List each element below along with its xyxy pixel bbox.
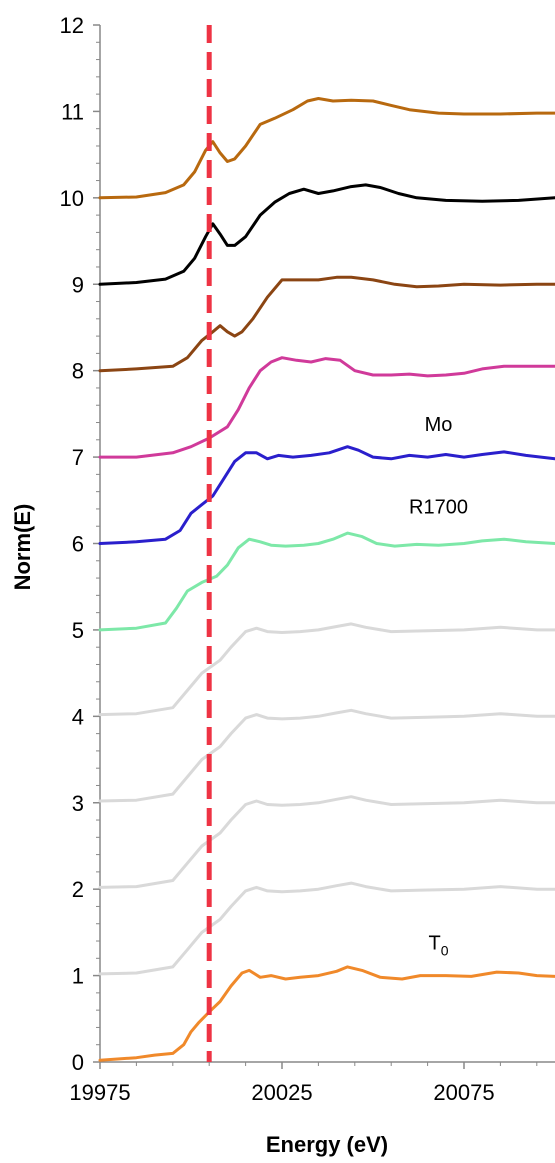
y-tick-label: 10 xyxy=(60,186,84,211)
series-line xyxy=(98,965,555,1062)
y-tick-label: 0 xyxy=(72,1050,84,1075)
y-tick-label: 4 xyxy=(72,704,84,729)
series-line xyxy=(98,881,555,976)
x-tick-label: 20075 xyxy=(433,1080,494,1105)
series-line xyxy=(98,708,555,803)
series-annotation: T0 xyxy=(429,933,449,959)
y-tick-label: 3 xyxy=(72,791,84,816)
series-line xyxy=(98,795,555,889)
y-tick-label: 12 xyxy=(60,13,84,38)
y-tick-label: 7 xyxy=(72,445,84,470)
y-tick-label: 8 xyxy=(72,359,84,384)
series-annotation: R1700 xyxy=(409,496,468,518)
series-line xyxy=(98,97,555,200)
x-axis-title: Energy (eV) xyxy=(266,1132,388,1157)
series-line xyxy=(98,356,555,459)
y-tick-label: 5 xyxy=(72,618,84,643)
annotations: Mo R1700 T0 xyxy=(409,414,468,959)
x-ticks: 19975 20025 20075 xyxy=(69,1062,538,1105)
y-tick-label: 6 xyxy=(72,532,84,557)
x-tick-label: 19975 xyxy=(69,1080,130,1105)
y-tick-label: 11 xyxy=(61,99,84,124)
series-line xyxy=(98,531,555,632)
series-layer xyxy=(98,97,555,1062)
y-axis-title: Norm(E) xyxy=(10,504,35,591)
series-line xyxy=(98,622,555,717)
y-tick-label: 9 xyxy=(72,272,84,297)
y-tick-label: 2 xyxy=(72,877,84,902)
y-tick-label: 1 xyxy=(72,964,84,989)
x-tick-label: 20025 xyxy=(251,1080,312,1105)
series-line xyxy=(98,445,555,545)
series-line xyxy=(98,275,555,373)
series-line xyxy=(98,183,555,286)
series-annotation: Mo xyxy=(425,414,453,436)
